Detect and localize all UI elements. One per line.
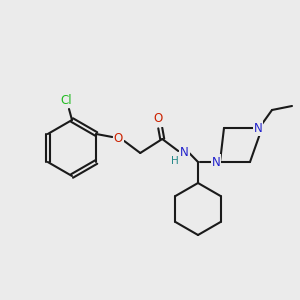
Text: N: N [180, 146, 189, 160]
Text: N: N [212, 155, 220, 169]
Text: N: N [254, 122, 262, 134]
Text: O: O [154, 112, 163, 125]
Text: Cl: Cl [60, 94, 72, 106]
Text: O: O [114, 133, 123, 146]
Text: H: H [171, 156, 179, 166]
